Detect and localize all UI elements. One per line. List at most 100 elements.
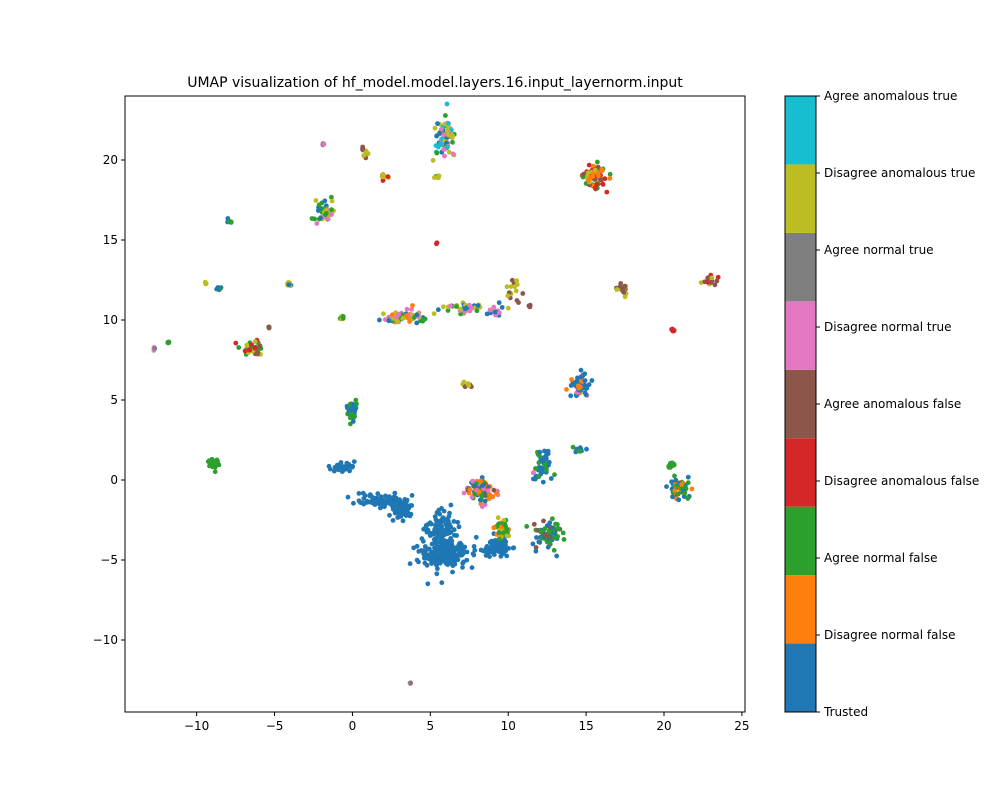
data-point-trusted: [428, 521, 434, 527]
data-point-trusted: [332, 464, 338, 470]
data-point-agree-normal-false: [210, 460, 216, 466]
data-point-trusted: [327, 466, 333, 472]
data-point-disagree-normal-true: [497, 310, 502, 316]
data-point-trusted: [370, 500, 375, 506]
data-point-disagree-normal-true: [321, 141, 327, 147]
data-point-trusted: [392, 510, 398, 516]
data-point-disagree-normal-false: [491, 525, 497, 531]
data-point-trusted: [464, 557, 470, 563]
data-point-agree-normal-false: [547, 540, 552, 545]
data-point-agree-anomalous-true: [446, 121, 451, 126]
data-point-trusted: [336, 467, 341, 473]
data-point-disagree-normal-false: [467, 487, 473, 493]
data-point-agree-normal-false: [685, 496, 691, 501]
data-point-disagree-anomalous-false: [594, 181, 600, 187]
data-point-trusted: [506, 546, 511, 551]
data-point-trusted: [450, 563, 456, 568]
y-tick-label: −5: [100, 553, 118, 567]
data-point-disagree-normal-false: [410, 303, 415, 308]
data-point-trusted: [452, 532, 457, 538]
data-point-trusted: [547, 520, 553, 526]
data-point-agree-anomalous-true: [438, 141, 444, 147]
data-point-trusted: [342, 466, 348, 472]
data-point-disagree-normal-false: [407, 319, 412, 324]
data-point-trusted: [589, 378, 595, 383]
data-point-disagree-normal-false: [476, 489, 482, 495]
data-point-trusted: [496, 545, 502, 551]
data-point-trusted: [441, 508, 447, 514]
data-point-trusted: [448, 502, 454, 508]
x-tick-label: −10: [184, 719, 209, 733]
data-point-agree-normal-false: [685, 480, 691, 486]
data-point-disagree-anomalous-true: [445, 127, 450, 133]
data-point-agree-normal-false: [560, 530, 566, 536]
colorbar-label: Agree anomalous true: [824, 89, 957, 103]
data-point-disagree-normal-true: [442, 153, 447, 159]
data-point-trusted: [443, 528, 449, 534]
data-point-agree-anomalous-false: [527, 304, 533, 310]
data-point-agree-normal-false: [420, 318, 426, 324]
data-point-trusted: [420, 538, 426, 544]
data-point-trusted: [376, 501, 382, 507]
data-point-agree-normal-false: [166, 340, 172, 346]
data-point-disagree-normal-true: [409, 307, 414, 312]
data-point-disagree-anomalous-true: [505, 305, 511, 311]
data-point-agree-normal-false: [672, 473, 677, 479]
data-point-trusted: [483, 553, 489, 558]
data-point-trusted: [362, 493, 368, 498]
data-point-disagree-anomalous-false: [380, 178, 386, 184]
data-point-disagree-anomalous-true: [585, 170, 591, 176]
data-point-disagree-anomalous-true: [202, 279, 208, 285]
data-point-disagree-anomalous-true: [614, 287, 620, 292]
data-point-trusted: [540, 479, 546, 485]
data-point-disagree-normal-true: [394, 314, 399, 320]
data-point-disagree-anomalous-true: [504, 284, 510, 290]
data-point-trusted: [504, 553, 510, 559]
data-point-disagree-anomalous-true: [504, 533, 510, 539]
data-point-trusted: [681, 494, 687, 499]
data-point-trusted: [548, 476, 554, 481]
data-point-agree-normal-false: [348, 411, 354, 417]
data-point-agree-normal-false: [496, 521, 501, 527]
data-point-disagree-anomalous-true: [446, 132, 451, 138]
data-point-disagree-normal-false: [389, 312, 395, 318]
data-point-agree-normal-false: [205, 459, 211, 464]
data-point-agree-anomalous-true: [444, 144, 450, 150]
y-tick-label: 5: [110, 393, 118, 407]
data-point-trusted: [392, 490, 398, 496]
data-point-trusted: [669, 479, 674, 485]
data-point-trusted: [447, 510, 452, 516]
data-point-trusted: [390, 504, 396, 509]
data-point-disagree-normal-false: [689, 486, 695, 492]
data-point-trusted: [538, 457, 544, 463]
data-point-disagree-normal-false: [569, 377, 574, 382]
data-point-agree-normal-false: [210, 464, 216, 470]
data-point-agree-anomalous-false: [712, 282, 718, 288]
y-axis: −10 −5 0 5 10 15 20: [93, 153, 125, 647]
data-point-disagree-normal-true: [467, 302, 472, 308]
data-point-agree-normal-false: [595, 159, 600, 165]
data-point-agree-anomalous-false: [622, 283, 628, 289]
data-point-trusted: [286, 282, 292, 287]
colorbar-segment-agree-anomalous-false: [785, 369, 816, 439]
colorbar-segment-trusted: [785, 643, 816, 712]
data-point-trusted: [433, 517, 439, 522]
data-point-disagree-anomalous-true: [252, 339, 258, 344]
colorbar-segment-disagree-anomalous-true: [785, 164, 816, 233]
data-point-trusted: [537, 449, 543, 455]
data-point-trusted: [685, 474, 691, 480]
data-point-agree-anomalous-false: [360, 146, 365, 151]
data-point-agree-normal-true: [152, 346, 158, 351]
data-point-disagree-anomalous-false: [247, 347, 253, 353]
data-point-disagree-anomalous-true: [434, 175, 440, 181]
data-point-agree-anomalous-false: [533, 545, 539, 550]
data-point-disagree-anomalous-true: [505, 293, 511, 299]
data-point-disagree-anomalous-false: [233, 340, 239, 346]
data-point-trusted: [510, 545, 516, 551]
data-point-agree-normal-false: [209, 456, 215, 462]
data-point-trusted: [471, 544, 477, 549]
data-point-trusted: [546, 462, 551, 468]
data-point-agree-normal-false: [312, 216, 317, 222]
data-point-trusted: [414, 557, 420, 563]
data-point-trusted: [571, 382, 577, 387]
